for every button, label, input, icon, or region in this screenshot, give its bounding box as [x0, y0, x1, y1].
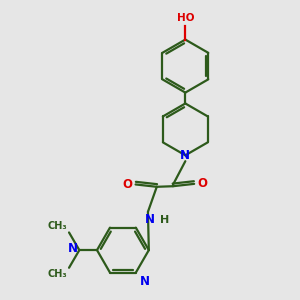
Text: CH₃: CH₃ [47, 221, 67, 231]
Text: O: O [122, 178, 132, 191]
Text: N: N [68, 242, 78, 255]
Text: N: N [140, 275, 149, 289]
Text: H: H [160, 215, 170, 225]
Text: CH₃: CH₃ [47, 269, 67, 279]
Text: O: O [198, 177, 208, 190]
Text: N: N [180, 149, 190, 162]
Text: N: N [144, 213, 154, 226]
Text: HO: HO [177, 13, 194, 22]
